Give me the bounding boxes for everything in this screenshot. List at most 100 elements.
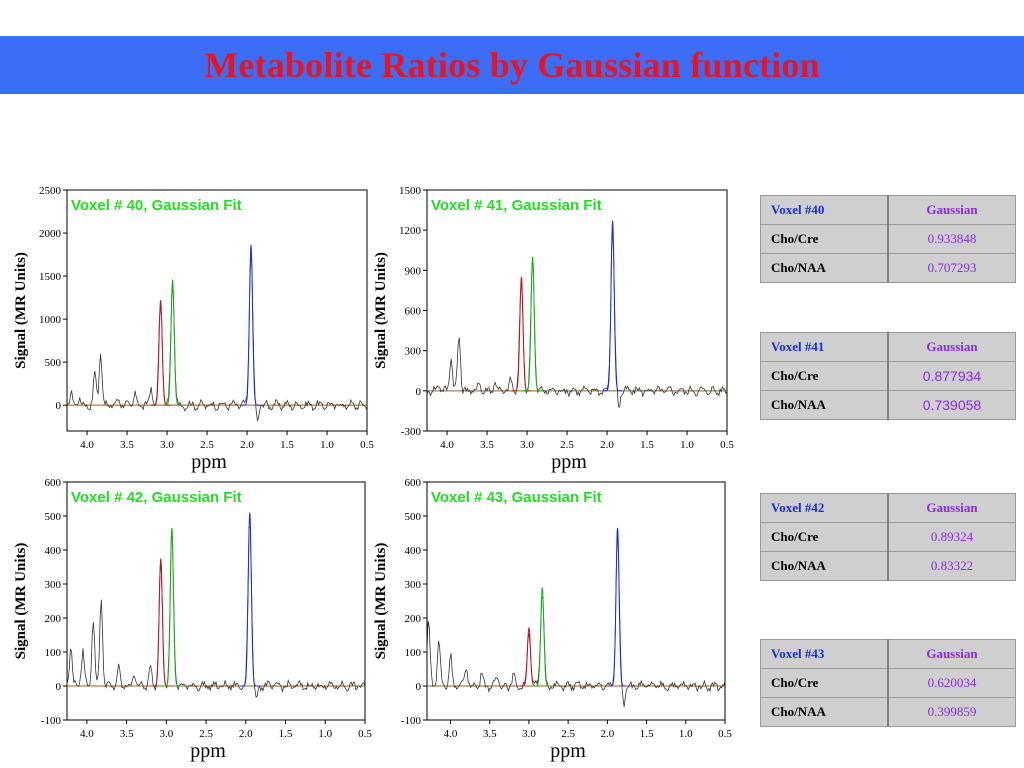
x-tick-label: 1.5 <box>640 728 654 740</box>
y-tick-label: 1500 <box>39 271 62 283</box>
row-label: Cho/Cre <box>760 668 889 698</box>
y-tick-label: 500 <box>405 511 422 523</box>
x-tick-label: 0.5 <box>718 728 732 740</box>
panel-title: Voxel # 41, Gaussian Fit <box>431 197 602 214</box>
x-tick-label: 1.5 <box>640 439 654 451</box>
ratio-table-voxel-40: Voxel #40 Gaussian Cho/Cre 0.933848 Cho/NA… <box>760 195 1016 283</box>
row-label: Cho/NAA <box>760 253 889 283</box>
x-tick-label: 3.0 <box>159 728 173 740</box>
table-header-voxel: Voxel #40 <box>760 195 889 225</box>
row-label: Cho/NAA <box>760 697 889 727</box>
x-tick-label: 1.0 <box>318 728 332 740</box>
panel-title: Voxel # 40, Gaussian Fit <box>71 197 242 214</box>
row-value: 0.399859 <box>887 697 1016 727</box>
table-header-voxel: Voxel #43 <box>760 639 889 669</box>
x-axis-title: ppm <box>550 740 586 762</box>
x-tick-label: 1.5 <box>280 439 294 451</box>
x-tick-label: 1.0 <box>679 728 693 740</box>
y-tick-label: 500 <box>45 357 62 369</box>
naa-gaussian-fit <box>241 245 261 406</box>
ratio-table-voxel-42: Voxel #42 Gaussian Cho/Cre 0.89324 Cho/NAA… <box>760 493 1016 581</box>
row-value: 0.739058 <box>887 390 1016 420</box>
table-header-method: Gaussian <box>887 639 1016 669</box>
x-tick-label: 4.0 <box>440 439 454 451</box>
x-tick-label: 0.5 <box>360 439 374 451</box>
y-axis-title: Signal (MR Units) <box>373 252 389 369</box>
table-header-voxel: Voxel #41 <box>760 332 889 362</box>
x-tick-label: 2.5 <box>561 728 575 740</box>
cho-gaussian-fit <box>151 300 171 406</box>
x-tick-label: 2.5 <box>560 439 574 451</box>
x-tick-label: 1.0 <box>320 439 334 451</box>
raw-spectrum-line <box>426 531 726 707</box>
y-tick-label: -300 <box>401 426 422 438</box>
cre-gaussian-fit <box>163 279 183 406</box>
y-tick-label: 300 <box>405 346 422 358</box>
cho-gaussian-fit <box>151 558 171 687</box>
x-tick-label: 2.5 <box>199 728 213 740</box>
x-tick-label: 1.0 <box>680 439 694 451</box>
x-tick-label: 2.0 <box>600 439 614 451</box>
y-tick-label: 300 <box>45 579 62 591</box>
y-axis-title: Signal (MR Units) <box>13 543 29 660</box>
x-tick-label: 2.0 <box>600 728 614 740</box>
y-tick-label: 2000 <box>39 228 62 240</box>
y-axis-title: Signal (MR Units) <box>373 543 389 660</box>
x-tick-label: 2.0 <box>240 439 254 451</box>
y-tick-label: 0 <box>416 681 422 693</box>
page-title: Metabolite Ratios by Gaussian function <box>204 45 820 85</box>
x-tick-label: 4.0 <box>444 728 458 740</box>
x-tick-label: 0.5 <box>720 439 734 451</box>
x-tick-label: 0.5 <box>358 728 372 740</box>
y-tick-label: 600 <box>45 477 62 489</box>
y-tick-label: 500 <box>45 511 62 523</box>
table-header-method: Gaussian <box>887 332 1016 362</box>
table-header-method: Gaussian <box>887 195 1016 225</box>
y-tick-label: 1000 <box>39 314 62 326</box>
y-tick-label: 0 <box>56 681 62 693</box>
row-value: 0.89324 <box>887 522 1016 552</box>
x-tick-label: 4.0 <box>80 439 94 451</box>
cre-gaussian-fit <box>532 587 552 687</box>
y-tick-label: 600 <box>405 477 422 489</box>
row-label: Cho/Cre <box>760 224 889 254</box>
panel-title: Voxel # 43, Gaussian Fit <box>431 489 602 506</box>
x-tick-label: 3.5 <box>480 439 494 451</box>
naa-gaussian-fit <box>608 527 627 687</box>
x-tick-label: 4.0 <box>80 728 94 740</box>
cho-gaussian-fit <box>511 276 531 392</box>
x-tick-label: 1.5 <box>279 728 293 740</box>
naa-gaussian-fit <box>603 220 623 392</box>
y-tick-label: 400 <box>405 545 422 557</box>
y-tick-label: 100 <box>45 647 62 659</box>
row-label: Cho/NAA <box>760 390 889 420</box>
y-axis-title: Signal (MR Units) <box>13 252 29 369</box>
y-tick-label: 400 <box>45 545 62 557</box>
plot-frame <box>426 481 726 721</box>
y-tick-label: 0 <box>56 400 62 412</box>
y-tick-label: 100 <box>405 647 422 659</box>
y-tick-label: 200 <box>45 613 62 625</box>
plot-frame <box>66 189 368 432</box>
x-axis-title: ppm <box>191 451 227 473</box>
y-tick-label: 200 <box>405 613 422 625</box>
plot-frame <box>66 481 366 721</box>
x-axis-title: ppm <box>190 740 226 762</box>
x-tick-label: 3.5 <box>120 439 134 451</box>
x-tick-label: 3.0 <box>522 728 536 740</box>
raw-spectrum-line <box>66 526 366 698</box>
raw-spectrum-line <box>426 226 728 408</box>
x-tick-label: 3.5 <box>120 728 134 740</box>
table-header-method: Gaussian <box>887 493 1016 523</box>
row-value: 0.877934 <box>887 361 1016 391</box>
ratio-table-voxel-43: Voxel #43 Gaussian Cho/Cre 0.620034 Cho/NA… <box>760 639 1016 727</box>
y-tick-label: 1200 <box>399 225 422 237</box>
naa-gaussian-fit <box>240 512 260 687</box>
y-tick-label: 2500 <box>39 185 62 197</box>
row-value: 0.620034 <box>887 668 1016 698</box>
raw-spectrum-line <box>66 256 368 421</box>
x-tick-label: 2.5 <box>200 439 214 451</box>
x-tick-label: 3.0 <box>160 439 174 451</box>
row-value: 0.933848 <box>887 224 1016 254</box>
